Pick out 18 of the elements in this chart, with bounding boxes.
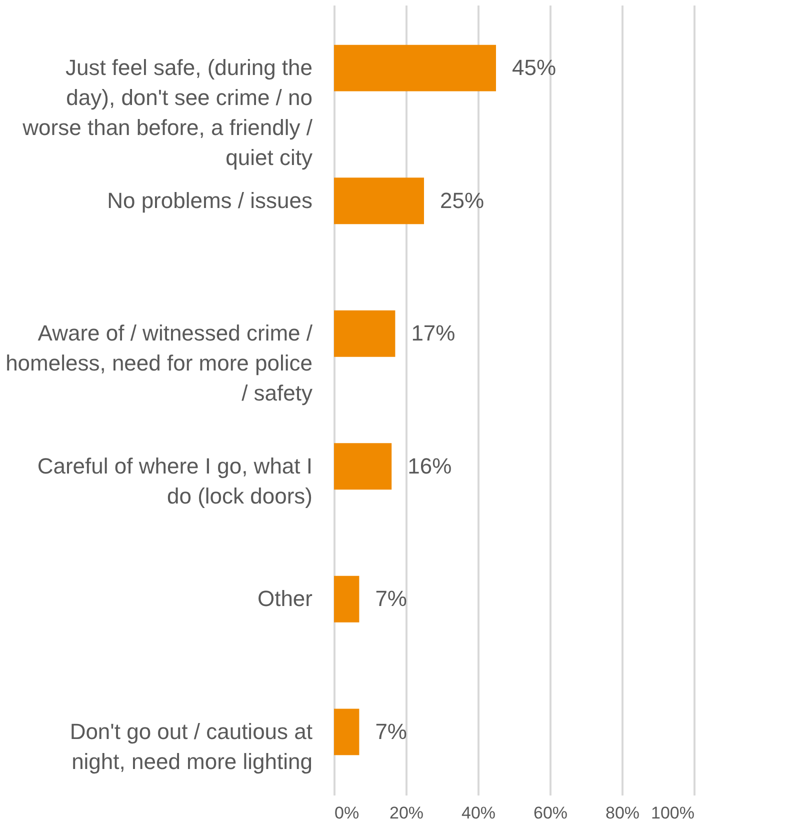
data-label: 17% — [411, 320, 456, 346]
data-label: 7% — [375, 718, 407, 744]
data-label: 45% — [512, 55, 556, 80]
y-tick-label: No problems / issues — [107, 188, 312, 213]
y-tick-label: Just feel safe, (during the day), don't see crime / no worse than before, a friendly / quiet city — [22, 55, 314, 170]
y-tick-label: Don't go out / cautious at night, need more lighting — [70, 718, 312, 774]
y-tick-label: Other — [257, 586, 312, 612]
x-tick-label: 80% — [605, 804, 640, 822]
x-tick-label: 20% — [389, 804, 424, 822]
x-tick-label: 100% — [651, 804, 694, 822]
data-label: 25% — [440, 188, 484, 213]
y-tick-label: Aware of / witnessed crime / homeless, need for more police / safety — [6, 320, 314, 406]
x-tick-label: 0% — [334, 804, 360, 822]
data-label: 16% — [408, 453, 452, 478]
data-label: 7% — [375, 586, 407, 612]
x-tick-label: 40% — [461, 804, 496, 822]
y-tick-label: Careful of where I go, what I do (lock doors) — [37, 453, 312, 508]
x-tick-label: 60% — [533, 804, 568, 822]
